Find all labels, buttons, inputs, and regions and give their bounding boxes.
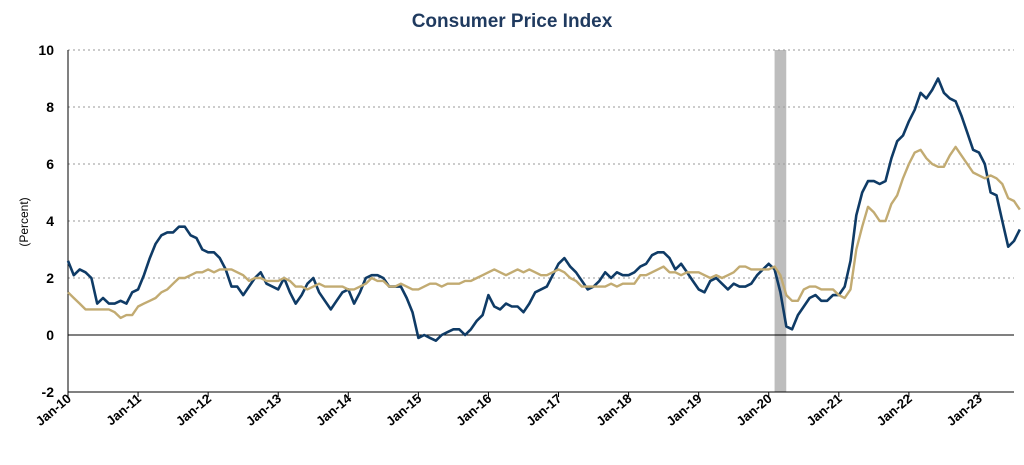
series-line-headline (66, 77, 1021, 342)
y-tick-label: 2 (46, 270, 54, 286)
x-tick-label: Jan-22 (874, 391, 915, 429)
shaded-period-bar (774, 50, 787, 392)
y-tick-label: 10 (38, 42, 54, 58)
x-tick-label: Jan-18 (593, 391, 634, 429)
x-tick-label: Jan-17 (523, 391, 564, 429)
y-tick-label: 8 (46, 99, 54, 115)
y-axis-label: (Percent) (17, 197, 31, 246)
y-tick-label: 0 (46, 327, 54, 343)
y-tick-label: 6 (46, 156, 54, 172)
x-tick-label: Jan-16 (453, 391, 494, 429)
series-line-core (67, 145, 1021, 320)
x-tick-label: Jan-19 (663, 391, 704, 429)
y-tick-label: 4 (46, 213, 54, 229)
x-tick-label: Jan-21 (804, 391, 845, 429)
x-tick-label: Jan-15 (383, 391, 424, 429)
y-tick-label: -2 (42, 384, 55, 400)
x-tick-label: Jan-12 (173, 391, 214, 429)
x-tick-label: Jan-20 (733, 391, 774, 429)
x-tick-label: Jan-13 (243, 391, 284, 429)
x-tick-label: Jan-23 (944, 391, 985, 429)
x-tick-label: Jan-11 (103, 391, 144, 429)
chart-title: Consumer Price Index (412, 11, 613, 32)
x-tick-label: Jan-14 (313, 390, 355, 428)
